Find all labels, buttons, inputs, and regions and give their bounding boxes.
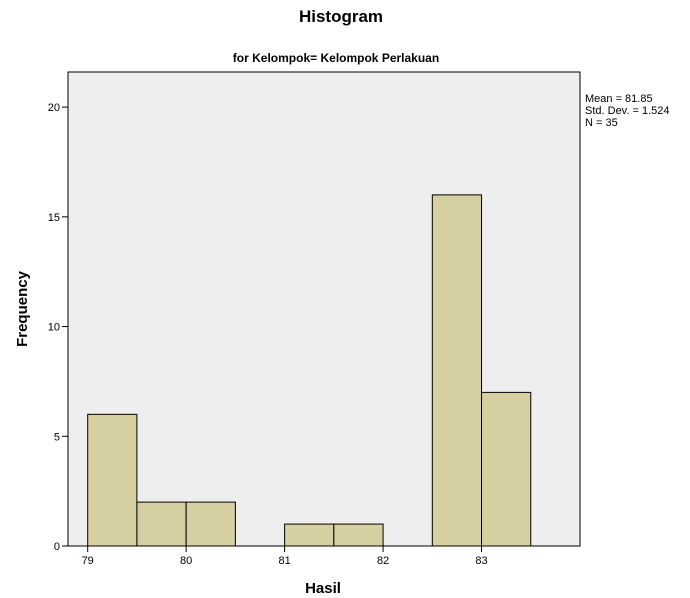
y-tick-label: 15	[48, 212, 60, 224]
y-axis: 0 5 10 15 20	[48, 102, 68, 553]
x-tick-label: 79	[82, 555, 94, 567]
y-tick-label: 5	[54, 431, 60, 443]
y-tick-label: 0	[54, 541, 60, 553]
y-axis-label: Frequency	[14, 270, 31, 347]
stats-std-dev: Std. Dev. = 1.524	[585, 105, 670, 117]
histogram-bar	[431, 194, 483, 547]
x-tick-label: 81	[278, 555, 290, 567]
chart-subtitle: for Kelompok= Kelompok Perlakuan	[233, 51, 439, 65]
histogram-bar	[481, 391, 532, 547]
chart-title: Histogram	[299, 7, 383, 26]
x-axis: 79 80 81 82 83	[82, 546, 488, 567]
y-tick-label: 20	[48, 102, 60, 114]
stats-box: Mean = 81.85 Std. Dev. = 1.524 N = 35	[585, 93, 670, 129]
histogram-bar	[185, 501, 236, 547]
y-tick-label: 10	[48, 322, 60, 334]
x-tick-label: 80	[180, 555, 192, 567]
x-tick-label: 83	[475, 555, 487, 567]
x-tick-label: 82	[377, 555, 389, 567]
stats-n: N = 35	[585, 117, 618, 129]
bars-group	[87, 194, 532, 547]
x-axis-label: Hasil	[305, 580, 341, 597]
stats-mean: Mean = 81.85	[585, 93, 653, 105]
histogram-bar	[333, 523, 384, 547]
histogram-bar	[87, 413, 138, 547]
histogram-bar	[284, 523, 335, 547]
histogram-bar	[136, 501, 187, 547]
